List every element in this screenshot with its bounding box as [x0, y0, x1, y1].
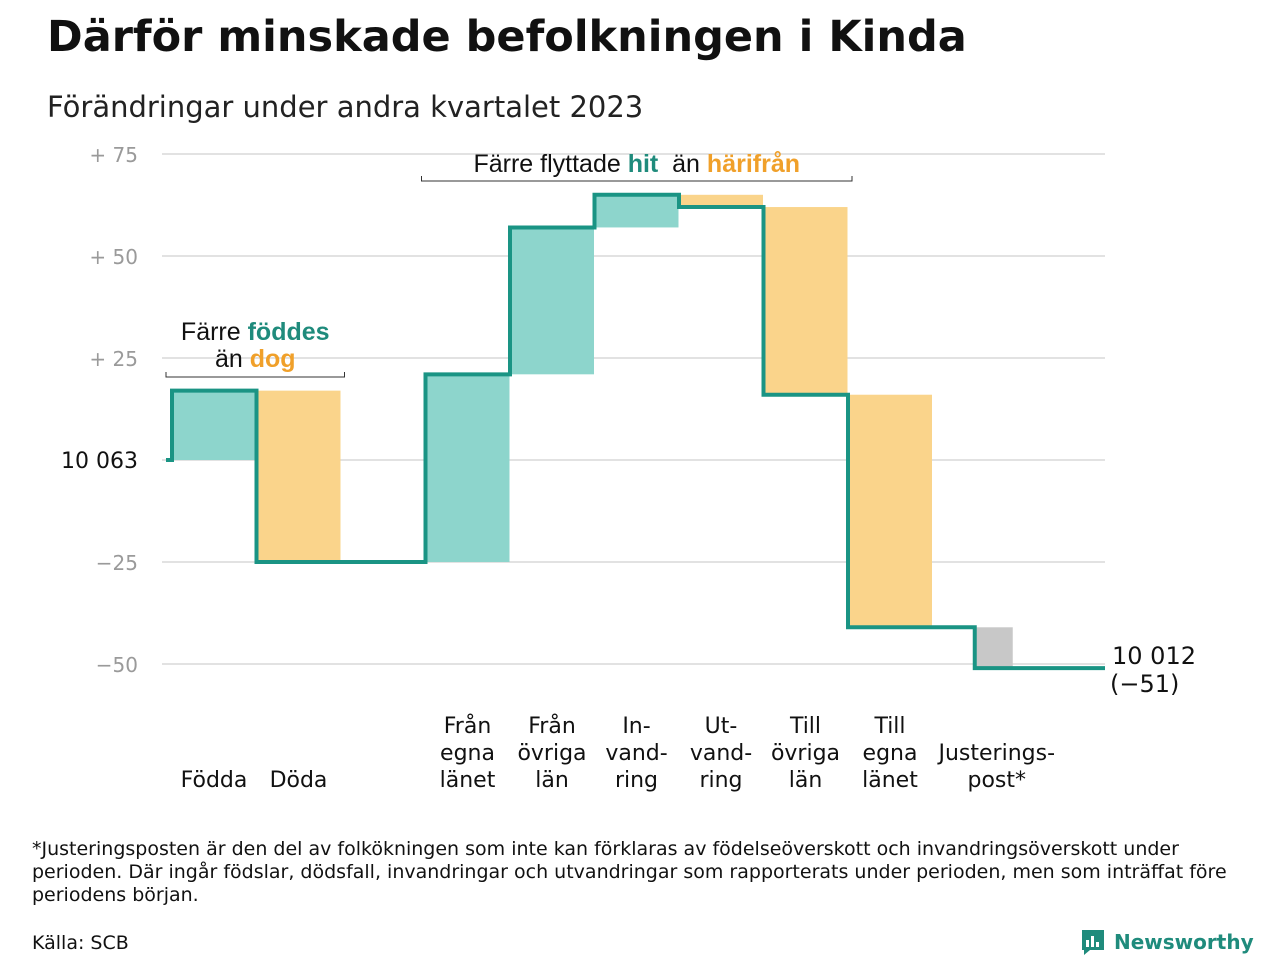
- category-label: Födda: [181, 768, 248, 793]
- category-label: Till: [873, 714, 905, 739]
- category-label: ring: [615, 768, 658, 793]
- y-tick-label: + 25: [89, 347, 138, 371]
- category-label: län: [535, 768, 569, 793]
- category-label: egna: [440, 741, 495, 766]
- y-tick-label: −25: [96, 551, 138, 575]
- waterfall-bar: [256, 390, 341, 562]
- annotation-migration: Färre flyttade hit än härifrån: [473, 150, 800, 178]
- source-note: Källa: SCB: [32, 932, 129, 954]
- end-change-label: (−51): [1110, 670, 1179, 698]
- annotation-bracket: [421, 176, 853, 182]
- waterfall-bar: [848, 394, 932, 628]
- category-label: ring: [699, 768, 742, 793]
- category-label: post*: [967, 768, 1026, 793]
- category-label: In-: [622, 714, 650, 739]
- category-label: övriga: [517, 741, 586, 766]
- end-value-label: 10 012: [1112, 642, 1196, 670]
- category-label: Ut-: [705, 714, 738, 739]
- waterfall-bar: [763, 207, 848, 395]
- annotation-bracket: [165, 372, 345, 378]
- category-label: Döda: [270, 768, 328, 793]
- category-label: vand-: [605, 741, 667, 766]
- waterfall-bar: [172, 390, 256, 460]
- category-label: Från: [444, 713, 492, 739]
- chart-subtitle: Förändringar under andra kvartalet 2023: [47, 90, 644, 124]
- waterfall-bar: [594, 194, 679, 228]
- y-tick-label: −50: [96, 653, 138, 677]
- annotation-births-deaths: Färre föddes: [181, 318, 330, 346]
- waterfall-bar: [679, 194, 763, 208]
- y-tick-label: + 50: [89, 245, 138, 269]
- footnote: *Justeringsposten är den del av folkökni…: [32, 838, 1227, 906]
- newsworthy-logo-icon: [1082, 930, 1104, 955]
- annotation-births-deaths: än dog: [215, 345, 296, 373]
- brand-logo[interactable]: Newsworthy: [1080, 928, 1254, 956]
- y-tick-label: + 75: [89, 143, 138, 167]
- category-label: Till: [789, 714, 821, 739]
- waterfall-bar: [974, 627, 1013, 669]
- start-value-label: 10 063: [61, 449, 138, 474]
- category-label: egna: [863, 741, 918, 766]
- category-label: länet: [862, 768, 918, 793]
- category-label: län: [789, 768, 823, 793]
- category-label: länet: [440, 768, 496, 793]
- category-label: övriga: [771, 741, 840, 766]
- waterfall-bar: [510, 227, 594, 375]
- cumulative-line: [166, 192, 1105, 671]
- waterfall-bar: [425, 374, 510, 562]
- category-label: vand-: [690, 741, 752, 766]
- category-label: Från: [528, 713, 576, 739]
- category-label: Justerings-: [936, 741, 1055, 766]
- brand-name: Newsworthy: [1114, 930, 1254, 954]
- chart-title: Därför minskade befolkningen i Kinda: [47, 12, 967, 62]
